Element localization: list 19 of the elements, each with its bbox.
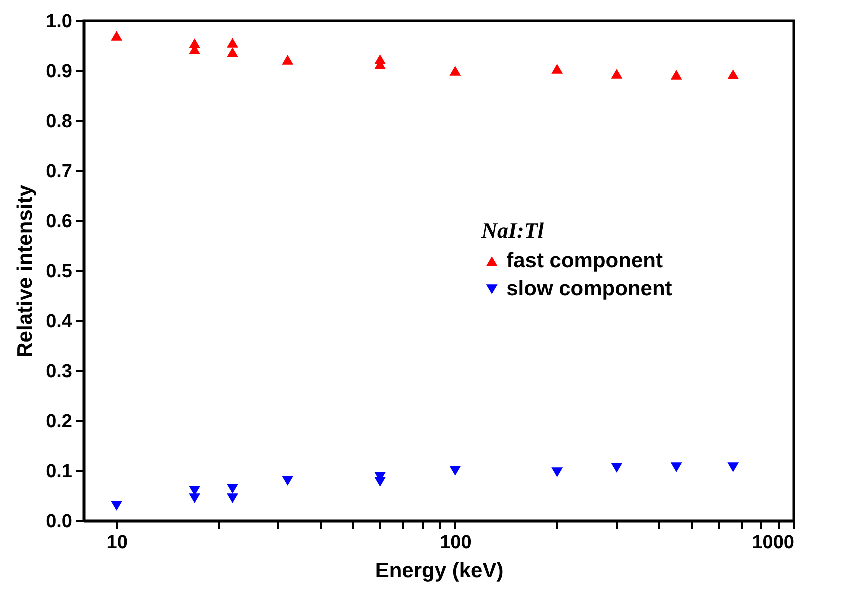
y-tick-label: 0.6 (46, 212, 72, 232)
x-tick-label: 100 (440, 532, 472, 554)
y-tick-label: 0.8 (46, 112, 72, 132)
x-axis-title: Energy (keV) (375, 560, 504, 582)
x-tick-label: 1000 (752, 532, 794, 554)
y-tick-label: 0.3 (46, 362, 72, 382)
x-tick-label: 10 (106, 532, 128, 554)
y-tick-label: 1.0 (46, 12, 72, 32)
y-axis-title: Relative intensity (14, 184, 38, 358)
legend-label: fast component (506, 250, 663, 272)
y-tick-label: 0.9 (46, 62, 72, 82)
y-tick-label: 0.1 (46, 462, 73, 482)
legend-title: NaI:Tl (480, 218, 545, 243)
y-tick-label: 0.7 (46, 162, 72, 182)
y-tick-label: 0.0 (46, 512, 72, 532)
y-tick-label: 0.5 (46, 262, 73, 282)
y-tick-label: 0.4 (46, 312, 73, 332)
legend-label: slow component (506, 278, 672, 300)
y-tick-label: 0.2 (46, 412, 72, 432)
